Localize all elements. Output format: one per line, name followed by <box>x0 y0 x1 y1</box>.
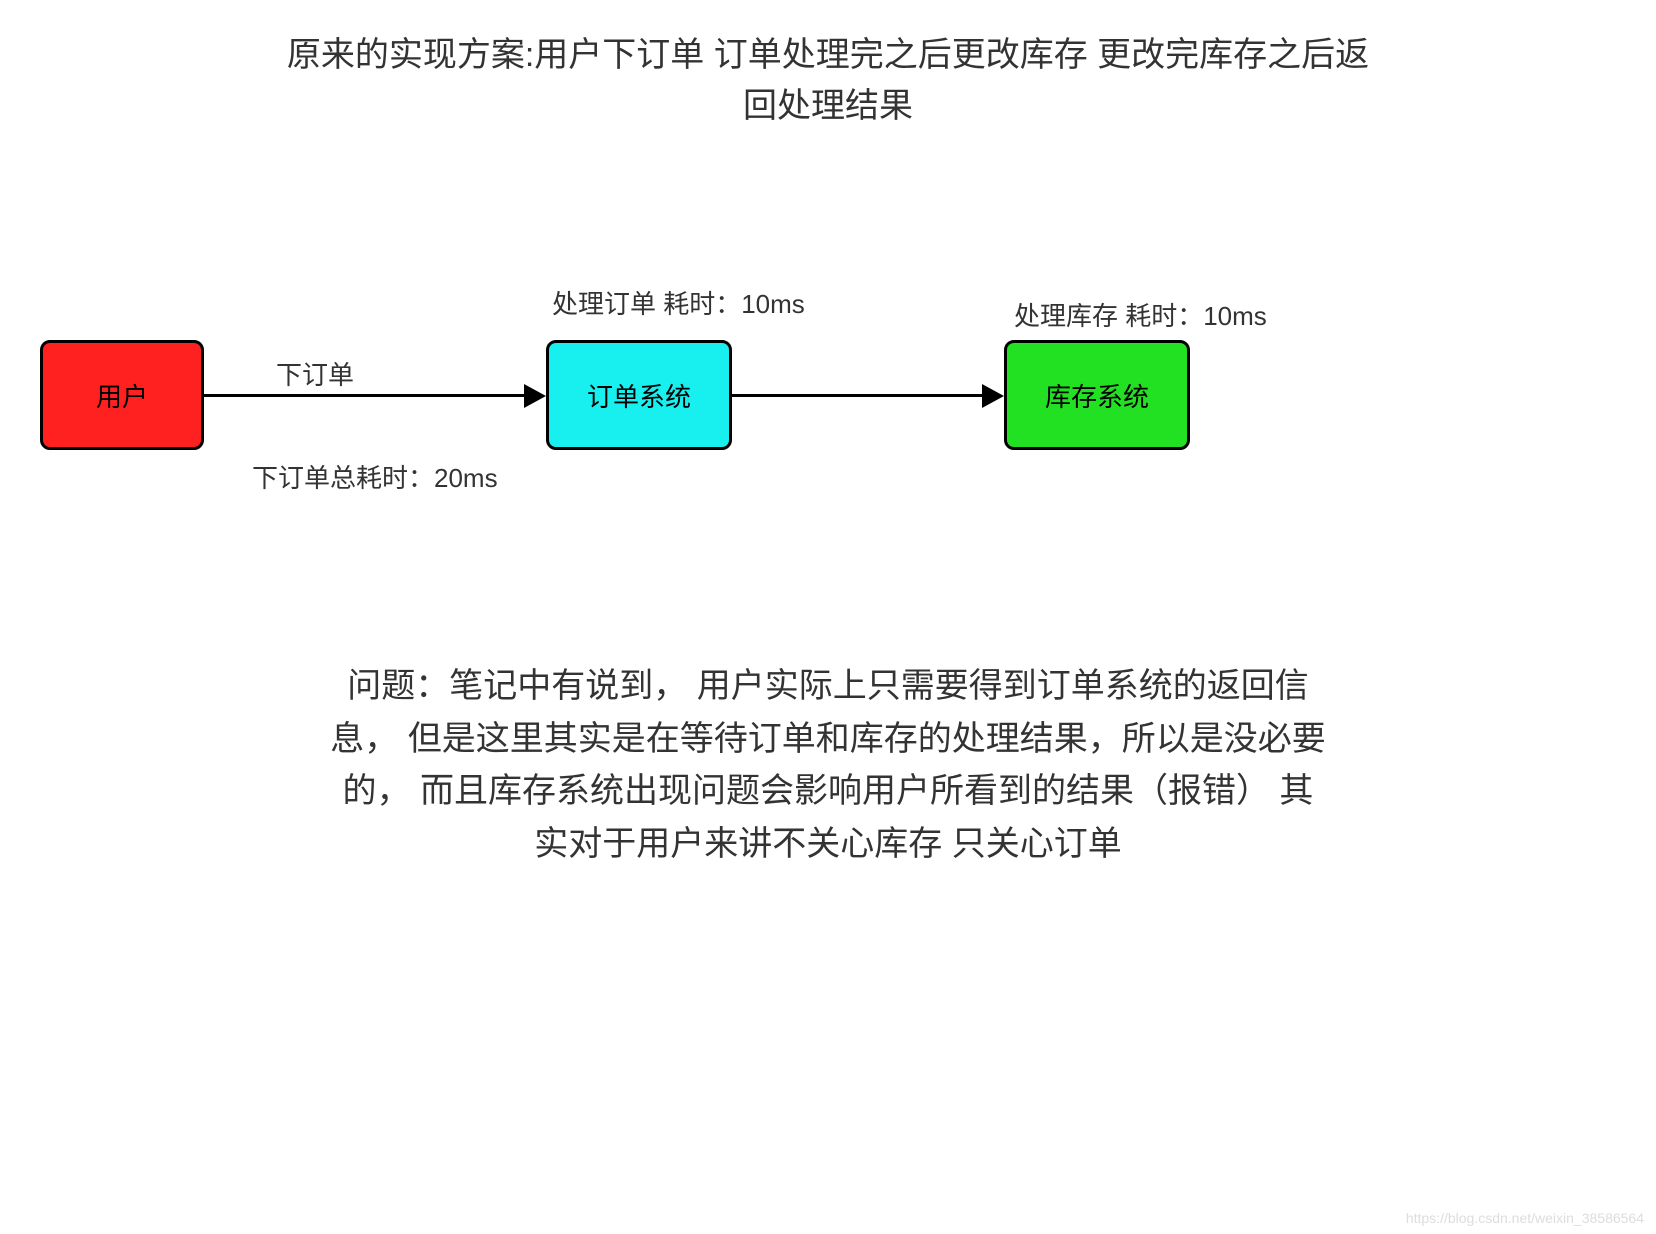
node-inventory-system: 库存系统 <box>1004 340 1190 450</box>
node-inventory-above-label: 处理库存 耗时：10ms <box>1014 296 1267 333</box>
problem-text: 问题：笔记中有说到， 用户实际上只需要得到订单系统的返回信息， 但是这里其实是在… <box>328 660 1328 871</box>
edge1-label-above: 下订单 <box>276 355 354 392</box>
edge1-label-below: 下订单总耗时：20ms <box>252 458 498 495</box>
node-order-system: 订单系统 <box>546 340 732 450</box>
flowchart-diagram: 用户 处理订单 耗时：10ms 订单系统 处理库存 耗时：10ms 库存系统 下… <box>0 260 1656 520</box>
edge2-arrowhead <box>982 384 1004 408</box>
node-order-label: 订单系统 <box>587 377 691 414</box>
edge2-line <box>732 394 982 397</box>
node-user: 用户 <box>40 340 204 450</box>
node-order-above-label: 处理订单 耗时：10ms <box>552 284 805 321</box>
node-inventory-label: 库存系统 <box>1045 377 1149 414</box>
edge1-line <box>204 394 524 397</box>
watermark: https://blog.csdn.net/weixin_38586564 <box>1406 1210 1644 1226</box>
node-user-label: 用户 <box>96 377 148 414</box>
diagram-title: 原来的实现方案:用户下订单 订单处理完之后更改库存 更改完库存之后返回处理结果 <box>278 30 1378 132</box>
edge1-arrowhead <box>524 384 546 408</box>
